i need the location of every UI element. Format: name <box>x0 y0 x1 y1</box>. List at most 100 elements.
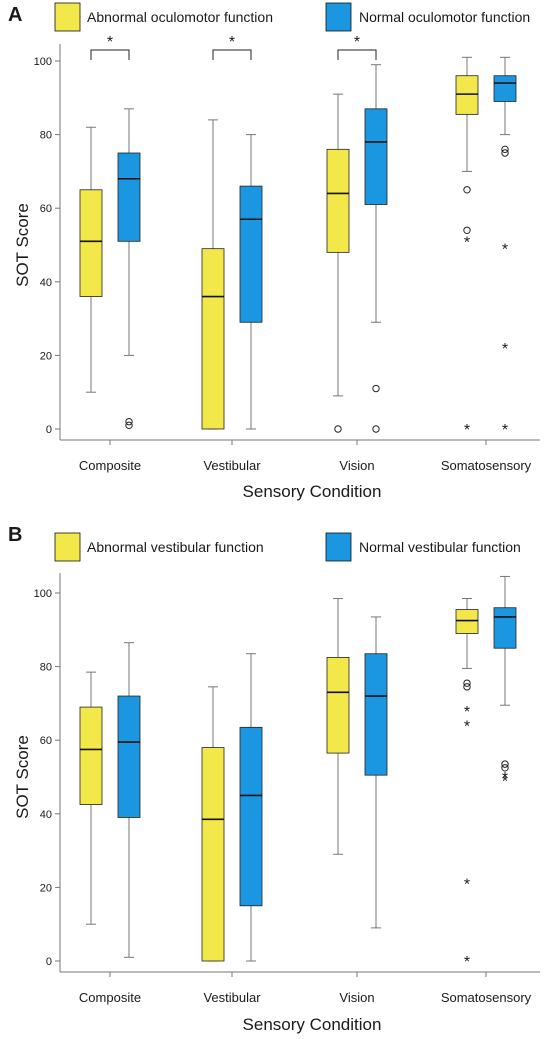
significance-bracket-vestibular: * <box>212 34 252 60</box>
legend-label-normal: Normal oculomotor function <box>359 9 530 25</box>
y-tick-label: 40 <box>40 277 52 289</box>
box-abnormal-vision <box>326 598 350 855</box>
box-normal-vestibular <box>239 134 263 430</box>
outlier-point <box>463 683 471 691</box>
legend-swatch-abnormal <box>54 532 81 562</box>
legend-label-abnormal: Abnormal oculomotor function <box>87 9 273 25</box>
category-label-vision: Vision <box>339 990 374 1005</box>
iqr-box <box>364 108 388 205</box>
iqr-box <box>326 148 350 253</box>
y-tick-label: 20 <box>40 882 52 894</box>
outlier-point <box>334 425 342 433</box>
panel-a: A Abnormal oculomotor function Normal ocul… <box>8 2 540 501</box>
iqr-box <box>455 75 479 115</box>
panel-letter: B <box>8 524 22 546</box>
category-label-vision: Vision <box>339 458 374 473</box>
box-abnormal-somatosensory: ** <box>455 56 479 439</box>
significance-label: * <box>229 34 235 51</box>
box-abnormal-vision <box>326 93 350 433</box>
iqr-box <box>239 726 263 907</box>
box-abnormal-composite <box>79 126 103 393</box>
iqr-box <box>117 152 141 242</box>
y-axis-title: SOT Score <box>13 735 32 819</box>
box-abnormal-vestibular <box>201 686 225 962</box>
iqr-box <box>326 657 350 754</box>
y-tick-label: 100 <box>34 56 52 68</box>
panel-letter: A <box>8 4 22 26</box>
box-normal-composite <box>117 108 141 430</box>
box-abnormal-composite <box>79 671 103 925</box>
extreme-point: * <box>502 422 508 439</box>
iqr-box <box>455 609 479 634</box>
iqr-box <box>493 75 517 102</box>
box-normal-vestibular <box>239 653 263 962</box>
legend-label-normal: Normal vestibular function <box>359 539 521 555</box>
extreme-point: * <box>502 242 508 259</box>
iqr-box <box>239 185 263 323</box>
category-label-vestibular: Vestibular <box>203 990 261 1005</box>
bracket-line <box>90 49 130 60</box>
extreme-point: * <box>464 422 470 439</box>
y-tick-label: 100 <box>34 588 52 600</box>
box-normal-somatosensory: * * * <box>493 56 517 439</box>
outlier-point <box>501 760 509 768</box>
significance-label: * <box>354 34 360 51</box>
y-tick-label: 20 <box>40 350 52 362</box>
outlier-point <box>125 421 133 430</box>
extreme-point: * <box>502 770 508 787</box>
y-axis-title: SOT Score <box>13 203 32 287</box>
x-axis-title: Sensory Condition <box>243 1015 382 1034</box>
significance-bracket-composite: * <box>90 34 130 60</box>
iqr-box <box>364 653 388 776</box>
outlier-point <box>125 417 133 426</box>
bracket-line <box>212 49 252 60</box>
iqr-box <box>79 706 103 806</box>
box-abnormal-somatosensory: **** <box>455 598 479 971</box>
outlier-point <box>501 149 509 157</box>
x-axis-title: Sensory Condition <box>243 482 382 501</box>
extreme-point: * <box>464 877 470 894</box>
box-normal-vision <box>364 616 388 929</box>
legend-swatch-abnormal <box>54 2 81 32</box>
box-normal-composite <box>117 642 141 958</box>
outlier-point <box>372 425 380 433</box>
extreme-point: * <box>502 774 508 791</box>
legend-swatch-normal <box>325 2 352 32</box>
outlier-point <box>463 226 471 234</box>
category-label-composite: Composite <box>79 458 141 473</box>
y-tick-label: 60 <box>40 735 52 747</box>
panel-b: B Abnormal vestibular function Normal vest… <box>8 524 540 1034</box>
significance-label: * <box>107 34 113 51</box>
box-normal-somatosensory: ** <box>493 575 517 791</box>
iqr-box <box>201 747 225 962</box>
outlier-point <box>372 384 380 393</box>
significance-bracket-vision: * <box>337 34 377 60</box>
outlier-point <box>463 679 471 687</box>
box-normal-vision <box>364 64 388 433</box>
y-tick-label: 0 <box>46 956 52 968</box>
extreme-point: * <box>464 954 470 971</box>
y-tick-label: 40 <box>40 809 52 821</box>
category-label-somatosensory: Somatosensory <box>441 458 532 473</box>
y-tick-label: 80 <box>40 662 52 674</box>
iqr-box <box>79 189 103 297</box>
extreme-point: * <box>464 718 470 735</box>
y-tick-label: 60 <box>40 203 52 215</box>
outlier-point <box>463 186 471 194</box>
legend-swatch-normal <box>325 532 352 562</box>
category-label-vestibular: Vestibular <box>203 458 261 473</box>
y-tick-label: 80 <box>40 130 52 142</box>
iqr-box <box>493 607 517 649</box>
y-tick-label: 0 <box>46 424 52 436</box>
legend-label-abnormal: Abnormal vestibular function <box>87 539 264 555</box>
box-abnormal-vestibular <box>201 119 225 430</box>
bracket-line <box>337 49 377 60</box>
category-label-composite: Composite <box>79 990 141 1005</box>
outlier-point <box>501 764 509 772</box>
iqr-box <box>117 695 141 818</box>
outlier-point <box>501 145 509 154</box>
extreme-point: * <box>464 234 470 251</box>
iqr-box <box>201 248 225 430</box>
extreme-point: * <box>464 704 470 721</box>
